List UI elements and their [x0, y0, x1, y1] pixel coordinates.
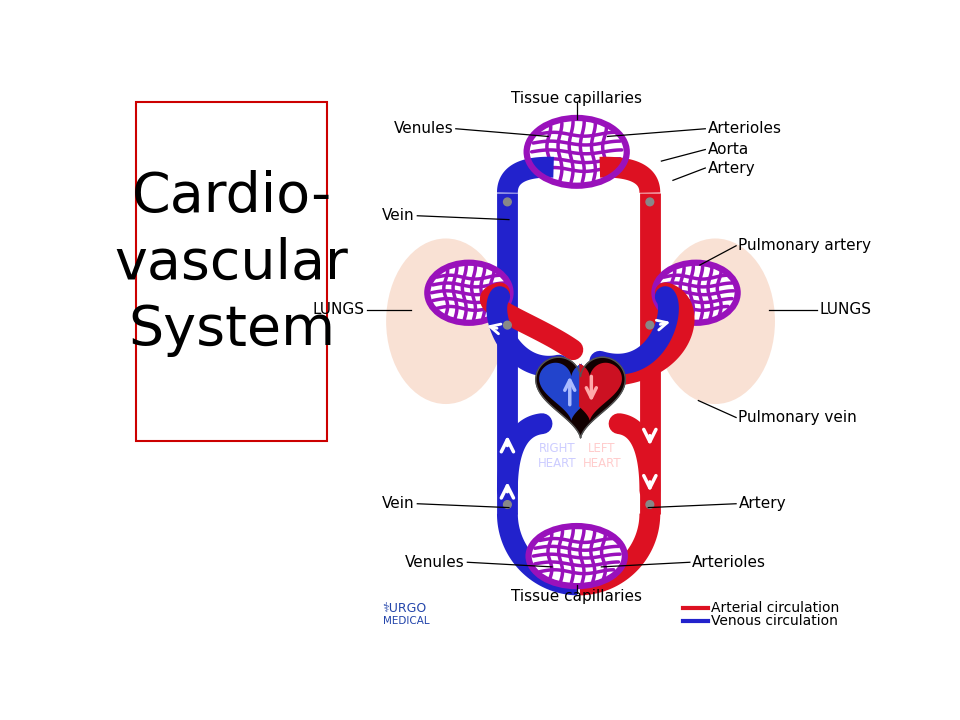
- Circle shape: [646, 321, 654, 329]
- Polygon shape: [579, 363, 622, 421]
- Text: LUNGS: LUNGS: [313, 302, 365, 318]
- Text: Arterioles: Arterioles: [708, 121, 781, 136]
- Ellipse shape: [527, 118, 627, 186]
- Text: Venules: Venules: [394, 121, 453, 136]
- Text: Pulmonary vein: Pulmonary vein: [738, 410, 857, 425]
- Text: Tissue capillaries: Tissue capillaries: [511, 589, 642, 603]
- FancyBboxPatch shape: [136, 102, 327, 441]
- Ellipse shape: [529, 526, 625, 586]
- Text: Artery: Artery: [738, 496, 786, 511]
- Polygon shape: [536, 357, 625, 438]
- Text: Arterioles: Arterioles: [692, 554, 766, 570]
- Text: Cardio-
vascular
System: Cardio- vascular System: [115, 170, 348, 357]
- Circle shape: [504, 198, 512, 206]
- Polygon shape: [579, 363, 622, 421]
- Text: Arterial circulation: Arterial circulation: [711, 601, 840, 616]
- Text: ⚕URGO: ⚕URGO: [383, 602, 427, 615]
- Circle shape: [504, 500, 512, 508]
- Text: Aorta: Aorta: [708, 142, 749, 157]
- Text: Venous circulation: Venous circulation: [711, 613, 838, 628]
- Text: Artery: Artery: [708, 161, 756, 176]
- Circle shape: [646, 198, 654, 206]
- Text: LEFT
HEART: LEFT HEART: [583, 442, 621, 470]
- Text: MEDICAL: MEDICAL: [383, 616, 429, 626]
- Text: LUNGS: LUNGS: [819, 302, 872, 318]
- Circle shape: [646, 500, 654, 508]
- Ellipse shape: [655, 263, 737, 323]
- Circle shape: [504, 321, 512, 329]
- Polygon shape: [540, 363, 582, 421]
- Text: Pulmonary artery: Pulmonary artery: [738, 238, 872, 253]
- Text: Vein: Vein: [382, 208, 415, 223]
- Polygon shape: [540, 363, 582, 421]
- Ellipse shape: [386, 238, 506, 404]
- Text: Venules: Venules: [405, 554, 465, 570]
- Text: RIGHT
HEART: RIGHT HEART: [539, 442, 577, 470]
- Polygon shape: [536, 357, 625, 438]
- Text: Vein: Vein: [382, 496, 415, 511]
- Ellipse shape: [656, 238, 775, 404]
- Text: Tissue capillaries: Tissue capillaries: [511, 91, 642, 107]
- Ellipse shape: [427, 263, 511, 323]
